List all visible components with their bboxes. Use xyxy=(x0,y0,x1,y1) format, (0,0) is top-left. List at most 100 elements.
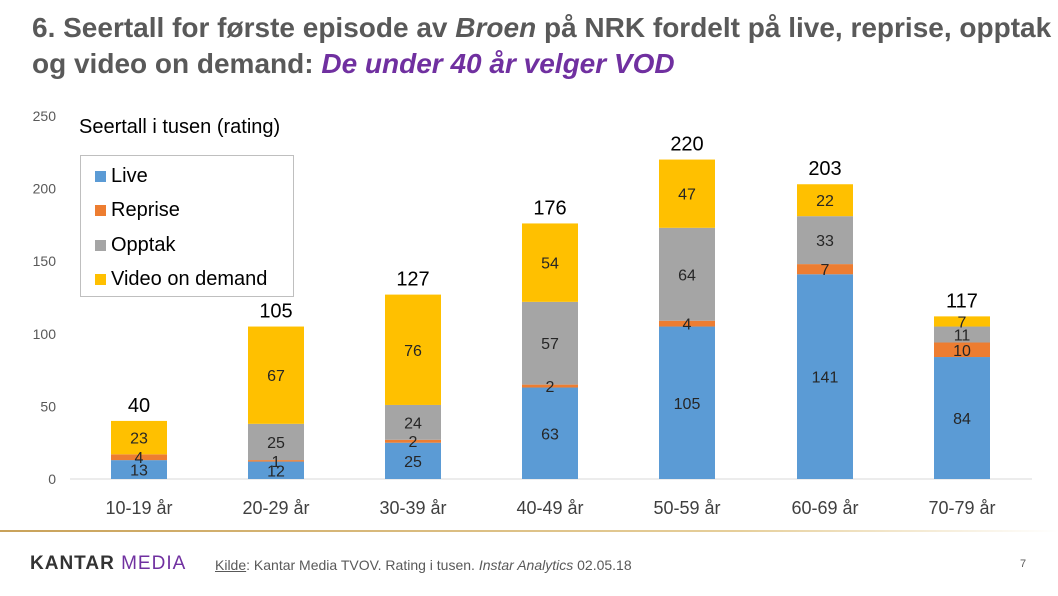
x-tick-label: 60-69 år xyxy=(791,498,858,518)
data-label: 105 xyxy=(674,396,701,413)
bar-segment-live xyxy=(111,460,167,479)
legend-label-opptak: Opptak xyxy=(111,234,176,256)
data-label: 25 xyxy=(267,435,285,452)
total-label: 176 xyxy=(533,197,566,219)
bar-segment-video-on-demand xyxy=(111,420,167,455)
y-tick-label: 150 xyxy=(33,253,57,269)
kantar-media-logo: KANTAR MEDIA xyxy=(30,553,186,575)
data-label: 24 xyxy=(404,415,422,432)
total-label: 220 xyxy=(670,134,703,156)
bar-segment-live xyxy=(522,387,578,479)
source-note: Kilde: Kantar Media TVOV. Rating i tusen… xyxy=(215,557,632,573)
title-program-name: Broen xyxy=(455,12,537,43)
data-label: 2 xyxy=(546,379,555,396)
source-italic: Instar Analytics xyxy=(478,557,574,573)
data-label: 63 xyxy=(541,426,559,443)
data-label: 57 xyxy=(541,336,559,353)
bar-segment-live xyxy=(797,274,853,479)
legend-item-live: Live xyxy=(95,165,148,188)
total-label: 127 xyxy=(396,269,429,291)
total-label: 105 xyxy=(259,301,292,323)
bar-segment-opptak xyxy=(248,423,304,461)
data-label: 141 xyxy=(812,370,839,387)
bar-segment-live xyxy=(385,442,441,479)
data-label: 12 xyxy=(267,463,285,480)
total-label: 40 xyxy=(128,395,150,417)
y-tick-label: 200 xyxy=(33,181,57,197)
y-tick-label: 250 xyxy=(33,108,57,124)
legend-swatch-vod xyxy=(95,274,106,285)
x-tick-label: 10-19 år xyxy=(105,498,172,518)
bar-segment-reprise xyxy=(111,454,167,461)
total-label: 203 xyxy=(808,158,841,180)
chart-legend: Live Reprise Opptak Video on demand xyxy=(80,155,294,297)
bar-segment-video-on-demand xyxy=(522,223,578,302)
legend-swatch-reprise xyxy=(95,205,106,216)
total-label: 117 xyxy=(946,290,978,312)
data-label: 2 xyxy=(409,434,418,451)
data-label: 67 xyxy=(267,368,285,385)
x-tick-label: 70-79 år xyxy=(928,498,995,518)
legend-swatch-live xyxy=(95,171,106,182)
x-tick-label: 50-59 år xyxy=(653,498,720,518)
data-label: 25 xyxy=(404,454,422,471)
bar-segment-reprise xyxy=(248,460,304,462)
bar-segment-opptak xyxy=(522,301,578,385)
y-tick-label: 0 xyxy=(48,471,56,487)
bar-segment-opptak xyxy=(934,326,990,343)
legend-item-opptak: Opptak xyxy=(95,234,175,257)
x-tick-label: 30-39 år xyxy=(379,498,446,518)
page-number: 7 xyxy=(1020,558,1027,570)
data-label: 76 xyxy=(404,343,422,360)
data-label: 7 xyxy=(821,262,830,279)
data-label: 4 xyxy=(683,317,692,334)
title-middle: på NRK fordelt på live, reprise, opptak … xyxy=(32,12,1052,79)
x-tick-label: 20-29 år xyxy=(242,498,309,518)
bar-segment-reprise xyxy=(385,439,441,443)
title-prefix: 6. Seertall for første episode av xyxy=(32,12,456,43)
bar-segment-reprise xyxy=(797,264,853,275)
bar-segment-reprise xyxy=(522,384,578,388)
legend-item-reprise: Reprise xyxy=(95,199,180,222)
bar-segment-opptak xyxy=(797,216,853,265)
source-date: 02.05.18 xyxy=(573,557,632,573)
legend-label-vod: Video on demand xyxy=(111,268,268,290)
chart-subtitle: Seertall i tusen (rating) xyxy=(79,116,281,138)
legend-label-reprise: Reprise xyxy=(111,199,180,221)
data-label: 47 xyxy=(678,187,696,204)
legend-swatch-opptak xyxy=(95,240,106,251)
bar-segment-live xyxy=(248,461,304,479)
y-tick-label: 50 xyxy=(40,398,56,414)
data-label: 64 xyxy=(678,267,696,284)
bar-segment-live xyxy=(934,357,990,479)
bar-segment-video-on-demand xyxy=(659,159,715,228)
data-label: 22 xyxy=(816,193,834,210)
bar-segment-video-on-demand xyxy=(797,184,853,217)
page-title: 6. Seertall for første episode av Broen … xyxy=(32,10,1052,82)
data-label: 23 xyxy=(130,431,148,448)
bar-segment-video-on-demand xyxy=(385,294,441,405)
bar-segment-opptak xyxy=(385,404,441,440)
bar-segment-reprise xyxy=(934,342,990,358)
y-tick-label: 100 xyxy=(33,326,57,342)
data-label: 11 xyxy=(954,328,971,345)
data-label: 54 xyxy=(541,256,559,273)
source-label: Kilde xyxy=(215,557,247,573)
legend-item-vod: Video on demand xyxy=(95,268,267,291)
data-label: 33 xyxy=(816,233,834,250)
bar-segment-video-on-demand xyxy=(934,316,990,327)
data-label: 4 xyxy=(135,450,144,467)
legend-label-live: Live xyxy=(111,165,148,187)
x-tick-label: 40-49 år xyxy=(516,498,583,518)
data-label: 13 xyxy=(130,463,148,480)
footer-divider xyxy=(0,530,1058,532)
data-label: 84 xyxy=(953,411,971,428)
bar-segment-video-on-demand xyxy=(248,326,304,424)
bar-segment-reprise xyxy=(659,320,715,327)
source-text: : Kantar Media TVOV. Rating i tusen. xyxy=(246,557,479,573)
logo-accent: MEDIA xyxy=(121,553,187,574)
bar-segment-live xyxy=(659,326,715,479)
data-label: 7 xyxy=(958,314,967,331)
title-highlight: De under 40 år velger VOD xyxy=(321,48,675,79)
